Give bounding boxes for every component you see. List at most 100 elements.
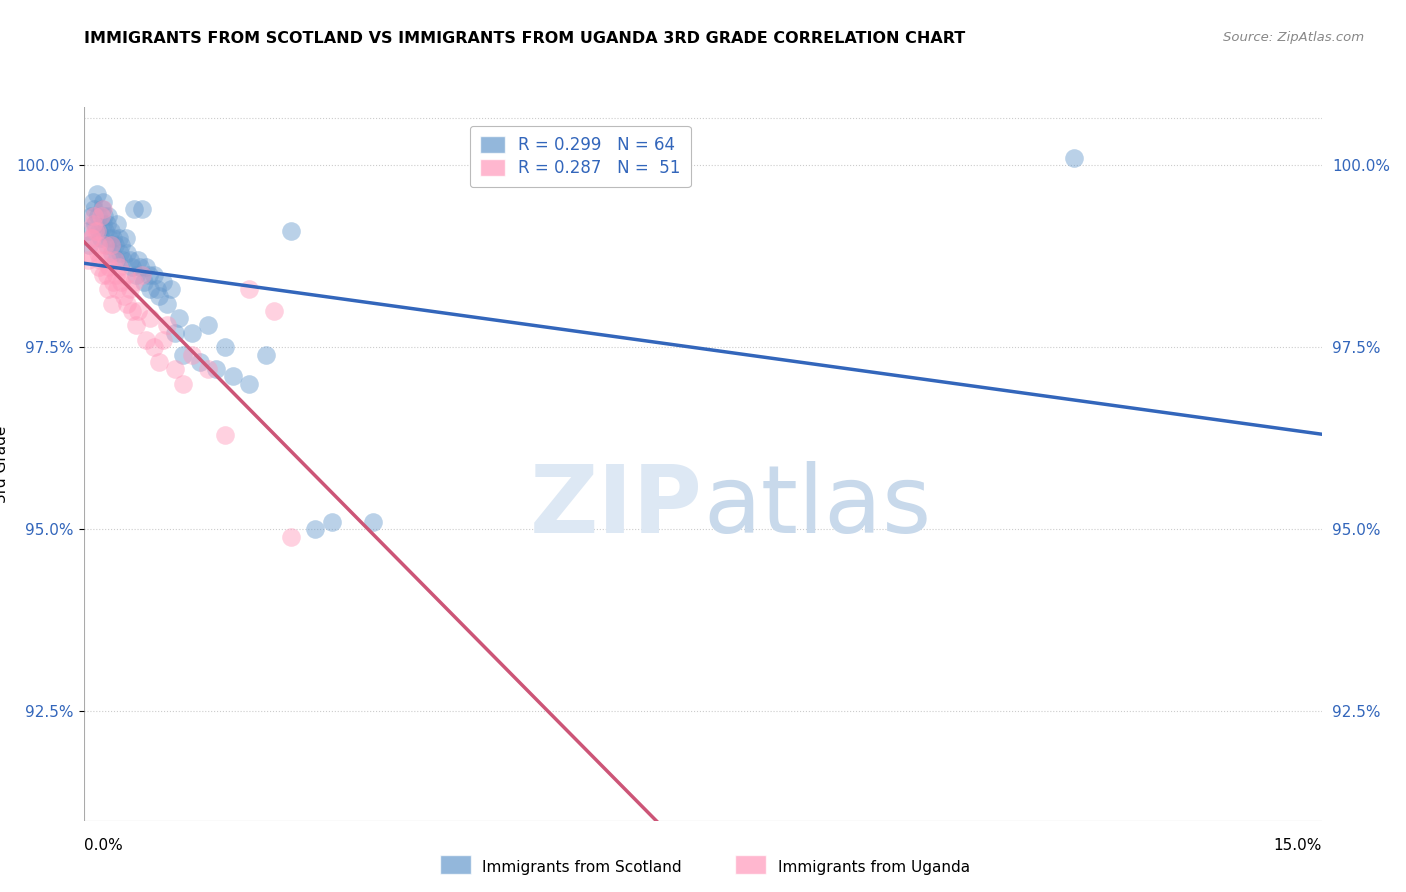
Point xyxy=(86,224,108,238)
Point xyxy=(80,231,103,245)
Point xyxy=(94,238,117,252)
Text: atlas: atlas xyxy=(703,460,931,553)
Point xyxy=(91,194,114,209)
Point xyxy=(82,194,104,209)
Point xyxy=(122,275,145,289)
Point xyxy=(156,296,179,310)
Point xyxy=(139,282,162,296)
Point xyxy=(87,209,110,223)
Point xyxy=(90,231,112,245)
Point xyxy=(132,275,155,289)
Point xyxy=(86,238,108,252)
Point xyxy=(108,260,131,275)
Point xyxy=(321,515,343,529)
Y-axis label: 3rd Grade: 3rd Grade xyxy=(0,425,8,502)
Point xyxy=(97,282,120,296)
Point xyxy=(172,348,194,362)
Point xyxy=(117,245,139,260)
Point xyxy=(152,275,174,289)
Point xyxy=(89,252,111,267)
Point xyxy=(104,238,127,252)
Point xyxy=(131,268,153,282)
Point xyxy=(197,318,219,333)
Point xyxy=(82,217,104,231)
Point xyxy=(197,362,219,376)
Point xyxy=(98,260,121,275)
Point xyxy=(127,252,149,267)
Point xyxy=(135,333,157,347)
Point xyxy=(172,376,194,391)
Point xyxy=(304,522,326,536)
Point xyxy=(139,311,162,326)
Point xyxy=(156,318,179,333)
Point xyxy=(91,202,114,216)
Point xyxy=(188,355,211,369)
Point xyxy=(103,275,125,289)
Point xyxy=(135,260,157,275)
Point xyxy=(108,245,131,260)
Point xyxy=(114,231,136,245)
Point xyxy=(97,209,120,223)
Point xyxy=(127,304,149,318)
Point xyxy=(121,304,143,318)
Point xyxy=(90,209,112,223)
Point xyxy=(112,252,135,267)
Text: 15.0%: 15.0% xyxy=(1274,838,1322,854)
Point xyxy=(152,333,174,347)
Point xyxy=(96,252,118,267)
Point xyxy=(83,209,105,223)
Point xyxy=(138,268,160,282)
Text: ZIP: ZIP xyxy=(530,460,703,553)
Point xyxy=(238,282,260,296)
Point xyxy=(79,245,101,260)
Point xyxy=(124,268,146,282)
Point xyxy=(84,224,107,238)
Point xyxy=(118,282,141,296)
Point xyxy=(167,311,190,326)
Point xyxy=(280,530,302,544)
Point xyxy=(238,376,260,391)
Point xyxy=(361,515,384,529)
Point xyxy=(214,427,236,442)
Text: 0.0%: 0.0% xyxy=(84,838,124,854)
Point xyxy=(110,238,132,252)
Point xyxy=(118,252,141,267)
Point xyxy=(96,268,118,282)
Point xyxy=(96,217,118,231)
Point xyxy=(89,224,111,238)
Point xyxy=(104,268,127,282)
Point xyxy=(87,245,110,260)
Point xyxy=(79,238,101,252)
Point xyxy=(91,268,114,282)
Point xyxy=(100,245,122,260)
Point xyxy=(84,217,107,231)
Point xyxy=(105,282,128,296)
Point xyxy=(89,260,111,275)
Text: Immigrants from Uganda: Immigrants from Uganda xyxy=(778,861,970,875)
Legend: R = 0.299   N = 64, R = 0.287   N =  51: R = 0.299 N = 64, R = 0.287 N = 51 xyxy=(470,126,690,187)
Point xyxy=(105,217,128,231)
Point xyxy=(180,326,202,340)
Point xyxy=(94,224,117,238)
Text: Immigrants from Scotland: Immigrants from Scotland xyxy=(482,861,682,875)
Point xyxy=(122,202,145,216)
Point xyxy=(103,231,125,245)
Point xyxy=(205,362,228,376)
Point xyxy=(143,340,166,354)
Text: IMMIGRANTS FROM SCOTLAND VS IMMIGRANTS FROM UGANDA 3RD GRADE CORRELATION CHART: IMMIGRANTS FROM SCOTLAND VS IMMIGRANTS F… xyxy=(84,31,966,46)
Point xyxy=(77,252,100,267)
Point xyxy=(124,318,146,333)
Point xyxy=(254,348,277,362)
Point xyxy=(112,289,135,303)
Point xyxy=(104,252,127,267)
Point xyxy=(114,268,136,282)
Point xyxy=(83,202,105,216)
Point xyxy=(96,238,118,252)
Point xyxy=(104,252,127,267)
Point xyxy=(263,304,285,318)
Point xyxy=(121,260,143,275)
Point xyxy=(129,260,152,275)
Point xyxy=(131,202,153,216)
Point xyxy=(90,202,112,216)
Point xyxy=(165,362,187,376)
